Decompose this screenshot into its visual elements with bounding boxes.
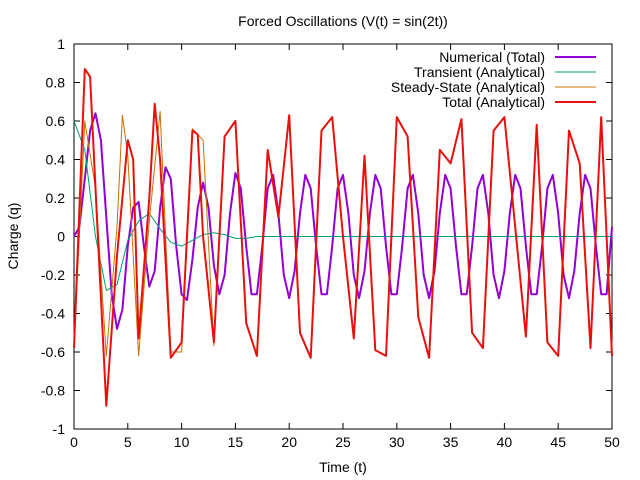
x-tick-label: 0 (70, 434, 78, 450)
y-axis-label: Charge (q) (5, 203, 21, 270)
x-tick-label: 40 (497, 434, 513, 450)
x-tick-label: 25 (335, 434, 351, 450)
x-tick-label: 35 (443, 434, 459, 450)
y-tick-label: 0.8 (46, 75, 66, 91)
legend-label: Numerical (Total) (439, 49, 545, 65)
y-tick-label: 0 (57, 229, 65, 245)
y-tick-label: -1 (53, 421, 66, 437)
x-tick-label: 10 (174, 434, 190, 450)
y-tick-label: -0.2 (41, 267, 65, 283)
x-axis-label: Time (t) (319, 459, 367, 475)
x-tick-label: 50 (604, 434, 620, 450)
legend: Numerical (Total)Transient (Analytical)S… (391, 49, 596, 110)
y-tick-label: 1 (57, 36, 65, 52)
legend-label: Transient (Analytical) (414, 64, 545, 80)
series-line-transient-analytical (73, 120, 612, 291)
y-tick-label: 0.6 (46, 113, 66, 129)
x-axis-ticks: 0 5 10 15 20 25 30 35 40 45 50 (70, 44, 620, 450)
series-layer (73, 68, 613, 407)
y-tick-label: -0.4 (41, 306, 65, 322)
y-tick-label: -0.6 (41, 344, 65, 360)
x-tick-label: 15 (228, 434, 244, 450)
legend-label: Steady-State (Analytical) (391, 79, 545, 95)
y-tick-label: 0.4 (46, 152, 66, 168)
series-line-numerical-total (73, 112, 613, 330)
x-tick-label: 45 (550, 434, 566, 450)
y-tick-label: 0.2 (46, 190, 66, 206)
chart-title: Forced Oscillations (V(t) = sin(2t)) (238, 13, 448, 29)
x-tick-label: 30 (389, 434, 405, 450)
x-tick-label: 5 (124, 434, 132, 450)
legend-label: Total (Analytical) (442, 94, 545, 110)
x-tick-label: 20 (281, 434, 297, 450)
series-line-total-analytical (73, 68, 613, 407)
y-tick-label: -0.8 (41, 383, 65, 399)
